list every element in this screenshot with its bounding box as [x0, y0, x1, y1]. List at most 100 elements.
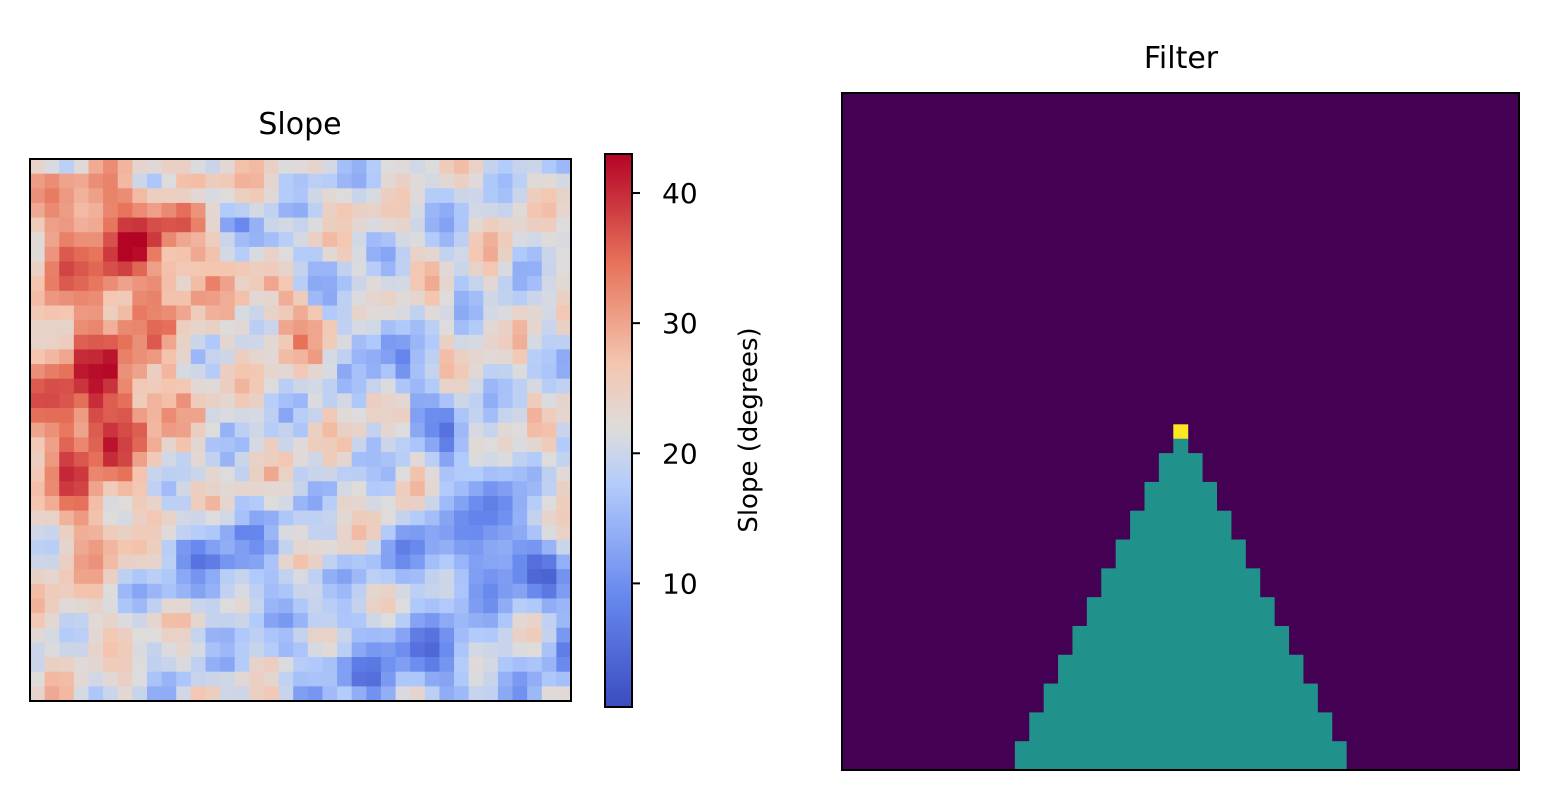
slope-cell: [263, 202, 280, 219]
slope-cell: [380, 437, 397, 453]
slope-cell: [541, 466, 557, 482]
slope-cell: [439, 159, 455, 175]
slope-cell: [146, 217, 163, 233]
slope-cell: [205, 305, 221, 321]
slope-cell: [44, 261, 60, 277]
slope-cell: [88, 642, 104, 658]
slope-cell: [366, 188, 382, 204]
slope-cell: [146, 554, 163, 570]
slope-cell: [527, 320, 543, 336]
slope-cell: [176, 569, 192, 585]
slope-cell: [468, 261, 484, 277]
slope-cell: [44, 437, 60, 453]
slope-cell: [220, 364, 236, 380]
slope-cell: [351, 686, 367, 702]
slope-cell: [380, 202, 397, 219]
slope-cell: [103, 217, 119, 233]
slope-cell: [337, 320, 353, 336]
slope-cell: [263, 349, 280, 365]
slope-cell: [103, 364, 119, 380]
slope-cell: [337, 364, 353, 380]
slope-cell: [483, 627, 499, 644]
slope-cell: [88, 276, 104, 292]
slope-cell: [424, 657, 440, 673]
slope-cell: [556, 598, 572, 614]
slope-cell: [103, 202, 119, 219]
slope-cell: [497, 202, 514, 219]
slope-cell: [161, 173, 177, 189]
slope-cell: [337, 657, 353, 673]
slope-cell: [439, 437, 455, 453]
slope-cell: [307, 495, 324, 512]
slope-cell: [556, 393, 572, 409]
slope-cell: [249, 481, 265, 497]
slope-cell: [132, 613, 148, 629]
slope-cell: [380, 481, 397, 497]
slope-cell: [146, 451, 163, 468]
slope-cell: [337, 159, 353, 175]
slope-cell: [424, 276, 440, 292]
slope-cell: [366, 202, 382, 219]
slope-cell: [73, 334, 90, 351]
slope-cell: [146, 349, 163, 365]
slope-cell: [132, 349, 148, 365]
slope-cell: [176, 159, 192, 175]
slope-cell: [351, 525, 367, 541]
slope-cell: [205, 232, 221, 248]
slope-cell: [439, 671, 455, 687]
slope-cell: [44, 686, 60, 702]
slope-cell: [30, 232, 46, 248]
slope-cell: [73, 671, 90, 687]
slope-cell: [468, 334, 484, 351]
slope-cell: [278, 232, 294, 248]
slope-cell: [337, 627, 353, 644]
slope-cell: [468, 422, 484, 438]
slope-cell: [439, 276, 455, 292]
slope-cell: [73, 276, 90, 292]
slope-cell: [190, 393, 207, 409]
slope-cell: [234, 408, 250, 424]
slope-cell: [527, 539, 543, 556]
filter-region-cell: [1144, 481, 1218, 512]
slope-cell: [117, 481, 133, 497]
slope-cell: [424, 627, 440, 644]
slope-cell: [410, 495, 426, 512]
slope-cell: [380, 627, 397, 644]
slope-cell: [73, 539, 90, 556]
slope-cell: [132, 539, 148, 556]
slope-cell: [497, 320, 514, 336]
slope-cell: [424, 246, 440, 263]
slope-cell: [293, 598, 309, 614]
slope-cell: [176, 334, 192, 351]
slope-cell: [234, 671, 250, 687]
slope-cell: [380, 554, 397, 570]
slope-cell: [73, 246, 90, 263]
slope-cell: [205, 408, 221, 424]
slope-cell: [190, 437, 207, 453]
slope-cell: [205, 349, 221, 365]
slope-cell: [263, 393, 280, 409]
slope-cell: [556, 408, 572, 424]
slope-cell: [424, 378, 440, 394]
slope-cell: [556, 539, 572, 556]
slope-cell: [263, 671, 280, 687]
slope-cell: [483, 525, 499, 541]
slope-cell: [380, 349, 397, 365]
slope-cell: [497, 642, 514, 658]
slope-cell: [205, 686, 221, 702]
slope-cell: [117, 276, 133, 292]
slope-cell: [307, 437, 324, 453]
slope-cell: [220, 495, 236, 512]
slope-cell: [307, 305, 324, 321]
slope-cell: [117, 320, 133, 336]
slope-cell: [132, 393, 148, 409]
slope-cell: [395, 583, 411, 600]
slope-cell: [73, 598, 90, 614]
slope-cell: [205, 202, 221, 219]
slope-cell: [366, 232, 382, 248]
slope-cell: [220, 671, 236, 687]
slope-cell: [395, 364, 411, 380]
slope-cell: [88, 320, 104, 336]
slope-cell: [307, 642, 324, 658]
slope-cell: [424, 159, 440, 175]
